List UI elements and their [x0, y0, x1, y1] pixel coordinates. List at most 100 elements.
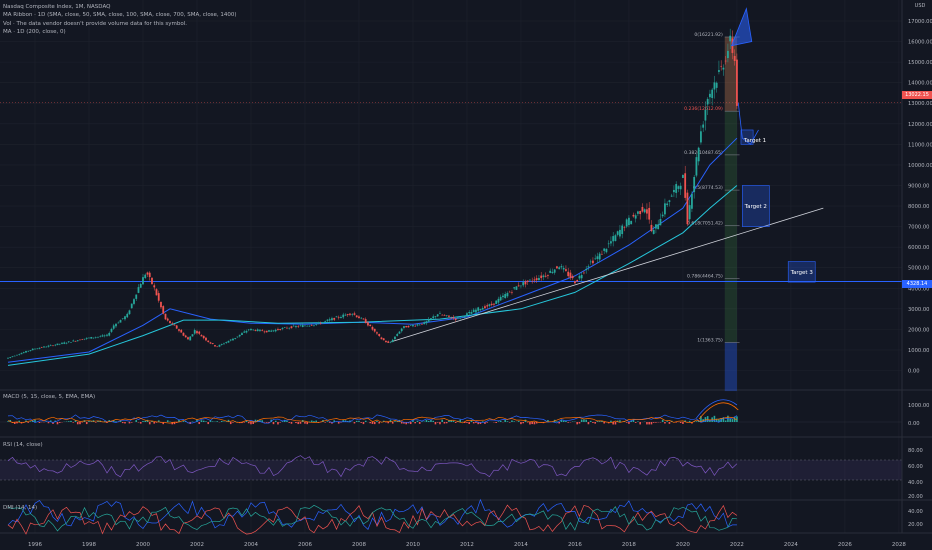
candle-body	[479, 309, 482, 311]
candle-body	[360, 317, 363, 319]
macd-histogram-bar	[38, 422, 41, 424]
macd-histogram-bar	[317, 422, 320, 423]
macd-histogram-bar	[517, 421, 520, 422]
candle-body	[619, 229, 621, 237]
macd-histogram-bar	[52, 422, 54, 424]
candle-body	[31, 348, 34, 351]
macd-histogram-bar	[205, 421, 207, 422]
candle-body	[245, 330, 248, 333]
macd-histogram-bar	[484, 422, 486, 424]
x-tick-label: 2018	[622, 542, 636, 548]
candle-body	[695, 157, 698, 176]
macd-histogram-bar	[250, 422, 252, 425]
candle-body	[322, 322, 324, 324]
target-boxes[interactable]: Target 1 Target 2 Target 3	[740, 129, 816, 283]
candle-body	[387, 341, 390, 343]
trendline[interactable]	[391, 207, 824, 343]
macd-histogram-bar	[108, 420, 111, 422]
macd-histogram-bar	[394, 421, 396, 422]
x-tick-label: 1998	[82, 542, 96, 548]
candle-body	[146, 272, 149, 275]
candle-body	[333, 317, 336, 320]
target-label: Target 1	[743, 138, 766, 144]
candle-body	[286, 327, 288, 329]
macd-histogram-bar	[362, 422, 365, 425]
projection-arrow[interactable]	[730, 7, 759, 145]
candle-body	[409, 325, 412, 326]
candle-body	[115, 323, 117, 327]
macd-histogram-bar	[259, 420, 261, 422]
macd-histogram-bar	[409, 422, 412, 425]
candle-body	[466, 313, 468, 316]
macd-histogram-bar	[115, 421, 117, 422]
candle-body	[391, 339, 394, 343]
macd-histogram-bar	[580, 419, 583, 422]
macd-histogram-bar	[655, 422, 657, 423]
candle-body	[225, 342, 228, 343]
candle-body	[277, 328, 279, 330]
macd-histogram-bar	[535, 422, 538, 424]
candle-body	[295, 326, 297, 328]
candle-body	[49, 345, 52, 346]
macd-histogram-bar	[106, 422, 108, 423]
macd-histogram-bar	[9, 419, 12, 422]
candle-body	[535, 278, 538, 281]
candle-body	[378, 333, 381, 336]
candle-body	[445, 315, 448, 316]
macd-histogram-bar	[247, 422, 250, 424]
candle-body	[722, 67, 725, 70]
candle-body	[119, 320, 122, 323]
candle-body	[196, 331, 198, 334]
candle-body	[162, 306, 165, 314]
candle-body	[504, 294, 507, 299]
macd-peak	[696, 399, 738, 419]
macd-histogram-bar	[88, 420, 90, 422]
macd-histogram-bar	[49, 420, 52, 422]
candle-body	[342, 314, 345, 318]
candle-body	[207, 340, 210, 343]
candle-body	[7, 357, 9, 359]
macd-histogram-bar	[684, 420, 686, 422]
candle-body	[558, 267, 561, 270]
candle-body	[346, 314, 349, 316]
macd-histogram-bar	[634, 422, 637, 423]
target-label: Target 3	[790, 270, 814, 276]
candle-body	[367, 322, 369, 326]
candle-body	[175, 325, 178, 329]
macd-histogram-bar	[94, 422, 97, 423]
candle-body	[74, 341, 77, 342]
macd-histogram-bar	[29, 421, 32, 422]
time-axis[interactable]: 1996 1998 2000 2002 2004 2006 2008 2010 2012 2014…	[28, 542, 906, 548]
candle-body	[587, 266, 590, 268]
candle-body	[198, 331, 201, 334]
candle-body	[324, 320, 327, 322]
macd-histogram-bar	[142, 421, 144, 422]
macd-histogram-bar	[153, 422, 156, 424]
macd-histogram-bar	[72, 422, 75, 423]
candle-body	[450, 317, 453, 319]
candle-body	[652, 229, 655, 234]
price-axis[interactable]: 0.00 1000.00 2000.00 3000.00 4000.00 5000.00 6…	[901, 0, 932, 533]
candle-body	[178, 329, 180, 331]
macd-histogram-bar	[70, 420, 72, 422]
candle-body	[232, 338, 234, 341]
candle-body	[292, 325, 295, 327]
candle-body	[328, 319, 331, 321]
candle-body	[733, 55, 736, 61]
candle-body	[700, 131, 702, 143]
macd-histogram-bar	[119, 420, 122, 422]
macd-histogram-bar	[495, 422, 497, 424]
candle-body	[270, 330, 273, 332]
candle-body	[52, 345, 54, 347]
y-tick-label: 13000.00	[908, 101, 932, 107]
candle-body	[36, 348, 39, 350]
macd-histogram-bar	[373, 422, 376, 425]
macd-histogram-bar	[13, 422, 16, 424]
macd-histogram-bar	[340, 422, 342, 423]
candle-body	[389, 342, 392, 343]
candle-body	[22, 352, 25, 354]
candle-body	[434, 316, 437, 317]
rsi-tick: 20.00	[908, 494, 923, 500]
candle-body	[515, 286, 518, 290]
